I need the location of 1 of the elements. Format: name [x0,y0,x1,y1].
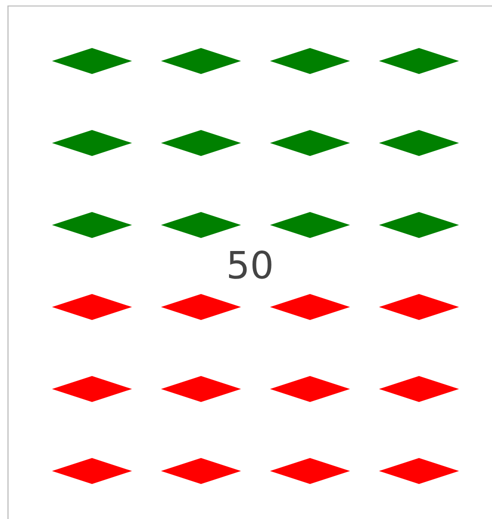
data-label: 50 [229,250,272,279]
